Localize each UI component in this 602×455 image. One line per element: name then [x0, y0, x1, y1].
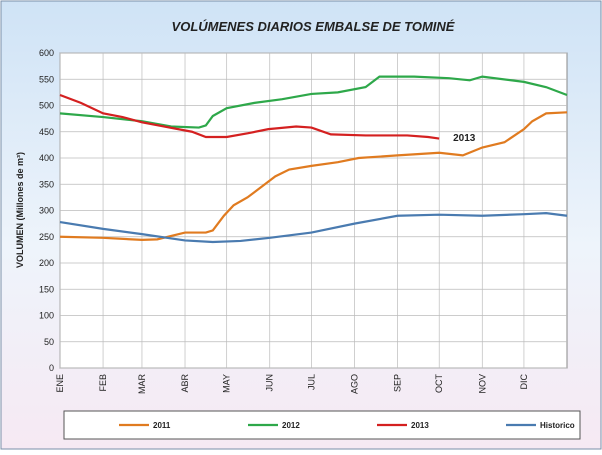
x-tick-label: SEP — [393, 374, 403, 392]
legend-label: 2012 — [282, 421, 300, 430]
x-tick-label: DIC — [519, 374, 529, 390]
x-tick-label: OCT — [434, 374, 444, 394]
y-axis-label: VOLUMEN (Millones de m³) — [15, 152, 25, 268]
x-tick-label: MAR — [137, 374, 147, 395]
y-tick-label: 250 — [39, 232, 54, 242]
y-tick-label: 100 — [39, 311, 54, 321]
y-tick-label: 600 — [39, 48, 54, 58]
legend — [63, 410, 581, 440]
x-tick-label: ENE — [55, 374, 65, 393]
legend-label: 2013 — [411, 421, 429, 430]
x-tick-label: MAY — [222, 374, 232, 393]
y-tick-label: 200 — [39, 258, 54, 268]
legend-label: Historico — [540, 421, 575, 430]
annotation: 2013 — [453, 133, 476, 144]
y-tick-label: 400 — [39, 153, 54, 163]
x-tick-label: JUN — [265, 374, 275, 392]
y-tick-label: 500 — [39, 101, 54, 111]
series-line — [59, 111, 568, 242]
chart-title: VOLÚMENES DIARIOS EMBALSE DE TOMINÉ — [172, 19, 455, 34]
x-tick-label: AGO — [349, 374, 359, 394]
y-tick-label: 300 — [39, 206, 54, 216]
x-tick-label: JUL — [306, 374, 316, 390]
y-tick-label: 550 — [39, 74, 54, 84]
legend-label: 2011 — [153, 421, 171, 430]
x-tick-label: ABR — [180, 374, 190, 393]
y-tick-label: 0 — [49, 363, 54, 373]
y-tick-label: 350 — [39, 179, 54, 189]
y-tick-label: 450 — [39, 127, 54, 137]
y-tick-label: 50 — [44, 337, 54, 347]
series-line — [59, 93, 440, 140]
series-line — [59, 212, 568, 244]
y-tick-label: 150 — [39, 284, 54, 294]
series-line — [59, 75, 568, 129]
x-tick-label: NOV — [477, 374, 487, 394]
x-tick-label: FEB — [98, 374, 108, 392]
